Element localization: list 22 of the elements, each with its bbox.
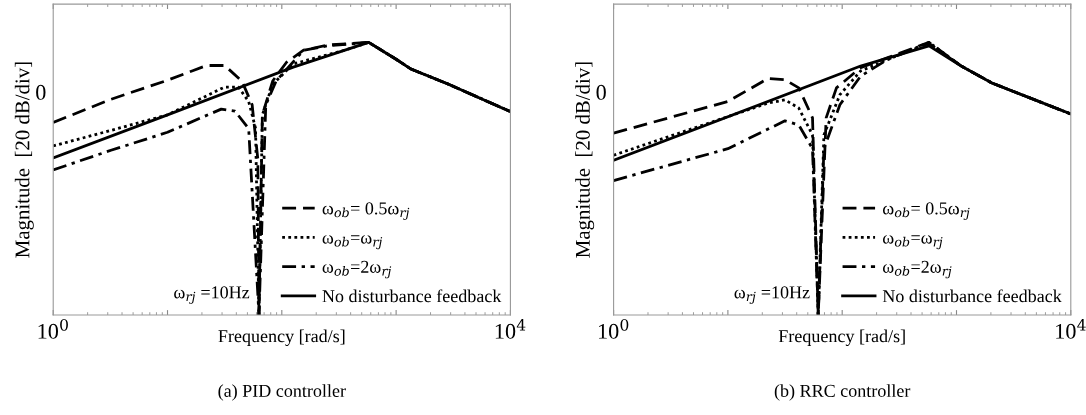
x-tick-label: 10$^{4}$ [1056, 318, 1086, 339]
legend-label: No disturbance feedback [882, 289, 1062, 303]
x-tick-label: 10$^{0}$ [38, 318, 68, 339]
y-axis-title: Magnitude [20 dB/div] [14, 62, 34, 258]
text: (a) PID controller [218, 384, 346, 401]
x-axis-title: Frequency [rad/s] [218, 329, 345, 347]
annotation: ω$_{rj}$ =10Hz [734, 286, 810, 304]
legend-label: ω$_{ob}$=2ω$_{rj}$ [883, 260, 952, 279]
annotation: ω$_{rj}$ =10Hz [174, 286, 250, 304]
legend-label: No disturbance feedback [322, 289, 502, 303]
x-tick-label: 10$^{4}$ [495, 318, 526, 339]
legend-label: ω$_{ob}$=ω$_{rj}$ [883, 235, 943, 250]
text: (b) RRC controller [774, 384, 911, 401]
text: 0 [36, 84, 46, 100]
legend-label: ω$_{ob}$=2ω$_{rj}$ [322, 260, 392, 279]
x-tick-label: 10$^{0}$ [598, 318, 629, 339]
text: 0 [596, 84, 606, 100]
x-axis-title: Frequency [rad/s] [778, 329, 905, 347]
legend-label: ω$_{ob}$= 0.5ω$_{rj}$ [322, 202, 410, 220]
legend-label: ω$_{ob}$=ω$_{rj}$ [322, 235, 383, 250]
y-axis-title: Magnitude [20 dB/div] [575, 62, 595, 258]
legend-label: ω$_{ob}$= 0.5ω$_{rj}$ [883, 202, 970, 220]
